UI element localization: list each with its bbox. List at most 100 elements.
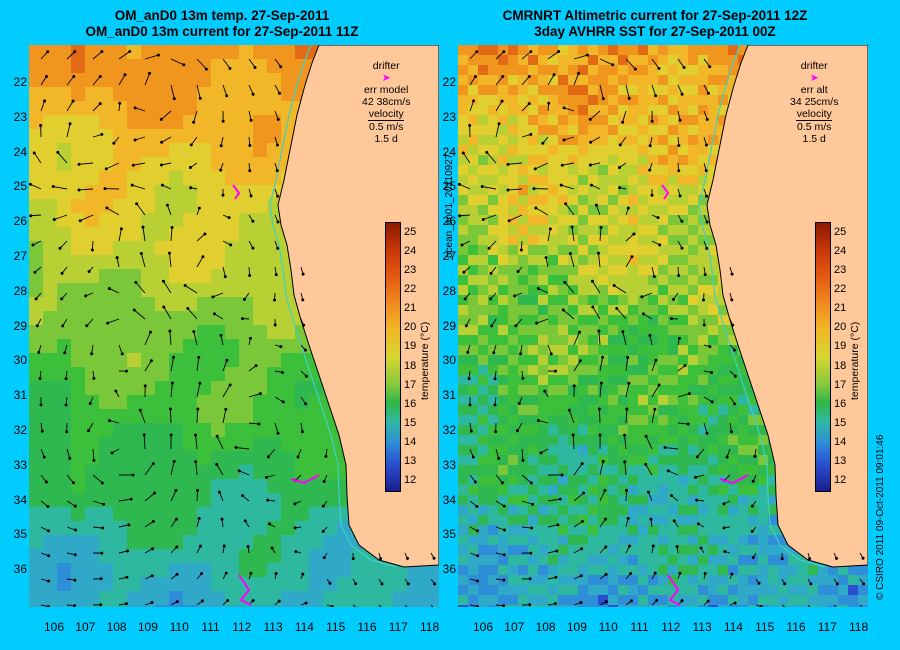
left-legend-drifter: drifter bbox=[372, 60, 400, 72]
latitude-label: 22 bbox=[442, 75, 456, 89]
longitude-label: 112 bbox=[232, 620, 252, 634]
latitude-label: 29 bbox=[442, 318, 456, 333]
longitude-label: 108 bbox=[535, 620, 556, 634]
current-vectors bbox=[458, 50, 866, 607]
right-legend-drifter: drifter bbox=[800, 60, 828, 72]
colorbar-tick: 22 bbox=[834, 283, 847, 295]
right-title: CMRNRT Altimetric current for 27-Sep-201… bbox=[445, 8, 865, 40]
colorbar-tick: 20 bbox=[404, 321, 417, 334]
latitude-label: 35 bbox=[442, 527, 456, 542]
colorbar-tick: 25 bbox=[834, 225, 847, 238]
latitude-label: 31 bbox=[442, 388, 456, 403]
latitude-label: 28 bbox=[442, 283, 456, 298]
right-colorbar-title: temperature (°C) bbox=[849, 321, 861, 400]
right-title-line2: 3day AVHRR SST for 27-Sep-2011 00Z bbox=[534, 24, 776, 39]
colorbar-tick: 23 bbox=[404, 263, 417, 276]
latitude-label: 34 bbox=[442, 492, 456, 507]
colorbar-tick: 12 bbox=[834, 474, 847, 487]
longitude-label: 113 bbox=[692, 620, 712, 634]
longitude-label: 117 bbox=[817, 620, 837, 634]
colorbar-tick: 24 bbox=[404, 244, 417, 257]
longitude-label: 106 bbox=[43, 620, 65, 634]
latitude-label: 25 bbox=[442, 179, 456, 194]
colorbar-tick: 25 bbox=[404, 225, 417, 238]
right-map[interactable] bbox=[458, 45, 868, 607]
latitude-label: 32 bbox=[13, 423, 27, 437]
latitude-label: 26 bbox=[13, 214, 27, 229]
latitude-label: 30 bbox=[442, 353, 456, 368]
left-colorbar bbox=[385, 222, 401, 492]
colorbar-tick: 13 bbox=[404, 455, 417, 468]
longitude-label: 111 bbox=[201, 620, 220, 634]
colorbar-tick: 18 bbox=[834, 359, 847, 372]
longitude-label: 111 bbox=[630, 620, 649, 634]
sst-map-canvas bbox=[29, 45, 439, 607]
longitude-label: 108 bbox=[106, 620, 127, 634]
drifter-track bbox=[661, 184, 670, 200]
longitude-label: 117 bbox=[388, 620, 408, 634]
drifter-track bbox=[238, 574, 252, 606]
latitude-label: 24 bbox=[442, 144, 456, 159]
longitude-label: 114 bbox=[723, 620, 743, 634]
right-legend-velocity-scale: 0.5 m/s bbox=[797, 121, 832, 133]
latitude-label: 23 bbox=[442, 109, 456, 124]
colorbar-tick: 17 bbox=[834, 378, 847, 391]
right-legend: drifter ➤ err alt 34 25cm/s velocity 0.5… bbox=[790, 60, 838, 145]
drifter-track bbox=[667, 574, 681, 606]
longitude-label: 107 bbox=[75, 620, 96, 634]
latitude-label: 33 bbox=[442, 457, 456, 472]
colorbar-tick: 16 bbox=[834, 397, 847, 410]
drifter-track bbox=[290, 474, 320, 485]
latitude-label: 25 bbox=[13, 179, 27, 194]
shelf-contour bbox=[698, 45, 826, 568]
longitude-label: 118 bbox=[420, 620, 440, 634]
latitude-label: 34 bbox=[13, 492, 27, 507]
run-id-label: ocean_an01_20110927 bbox=[444, 153, 455, 258]
right-legend-velocity-days: 1.5 d bbox=[802, 133, 826, 145]
right-title-line1: CMRNRT Altimetric current for 27-Sep-201… bbox=[502, 8, 808, 23]
latitude-label: 22 bbox=[13, 75, 27, 89]
right-colorbar bbox=[815, 222, 831, 492]
colorbar-tick: 14 bbox=[834, 436, 847, 449]
colorbar-tick: 23 bbox=[834, 263, 847, 276]
longitude-label: 107 bbox=[504, 620, 525, 634]
left-velocity-scale-icon bbox=[368, 120, 405, 121]
longitude-label: 110 bbox=[169, 620, 189, 634]
drifter-arrow-icon: ➤ bbox=[809, 72, 819, 84]
latitude-label: 23 bbox=[13, 109, 27, 124]
longitude-label: 115 bbox=[326, 620, 346, 634]
left-legend-err-label: err model bbox=[364, 84, 409, 96]
longitude-label: 116 bbox=[357, 620, 377, 634]
colorbar-tick: 13 bbox=[834, 455, 847, 468]
shelf-contour bbox=[269, 45, 397, 568]
left-legend-velocity-label: velocity bbox=[368, 108, 404, 120]
longitude-label: 113 bbox=[263, 620, 283, 634]
latitude-label: 33 bbox=[13, 457, 27, 472]
longitude-label: 110 bbox=[598, 620, 618, 634]
longitude-label: 109 bbox=[137, 620, 158, 634]
longitude-label: 116 bbox=[786, 620, 806, 634]
right-velocity-scale-icon bbox=[796, 120, 833, 121]
colorbar-tick: 17 bbox=[404, 378, 417, 391]
longitude-label: 106 bbox=[472, 620, 494, 634]
left-legend-velocity-scale: 0.5 m/s bbox=[369, 121, 404, 133]
latitude-label: 26 bbox=[442, 214, 456, 229]
current-vectors bbox=[29, 50, 437, 607]
left-legend-velocity-days: 1.5 d bbox=[374, 133, 398, 145]
left-colorbar-title: temperature (°C) bbox=[419, 321, 431, 400]
longitude-label: 112 bbox=[661, 620, 681, 634]
colorbar-tick: 19 bbox=[404, 340, 417, 353]
latitude-label: 24 bbox=[13, 144, 27, 159]
colorbar-tick: 16 bbox=[404, 397, 417, 410]
right-legend-err-value: 34 25cm/s bbox=[790, 96, 839, 108]
left-title-line2: OM_anD0 13m current for 27-Sep-2011 11Z bbox=[85, 24, 359, 39]
right-legend-err-label: err alt bbox=[800, 84, 828, 96]
latitude-label: 29 bbox=[13, 318, 27, 333]
colorbar-tick: 15 bbox=[404, 417, 417, 429]
latitude-label: 27 bbox=[442, 249, 456, 263]
colorbar-tick: 15 bbox=[834, 417, 847, 429]
colorbar-tick: 12 bbox=[404, 474, 417, 487]
left-map[interactable] bbox=[29, 45, 439, 607]
latitude-label: 32 bbox=[442, 423, 456, 437]
longitude-label: 115 bbox=[755, 620, 775, 634]
